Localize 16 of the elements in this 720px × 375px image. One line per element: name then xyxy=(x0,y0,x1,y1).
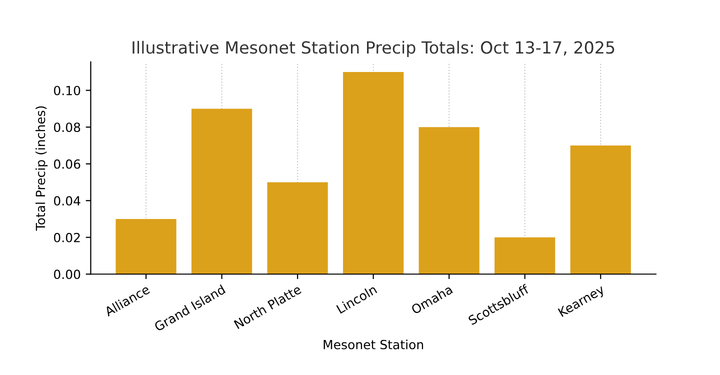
y-tick-label: 0.06 xyxy=(54,159,80,169)
bar xyxy=(418,127,480,274)
y-tick-label: 0.02 xyxy=(54,232,80,242)
bar xyxy=(191,108,252,274)
y-tick-label: 0.08 xyxy=(54,122,80,132)
chart-title: Illustrative Mesonet Station Precip Totals: Oct 13-17, 2025 xyxy=(132,40,614,58)
bar xyxy=(494,237,556,274)
bar xyxy=(343,72,404,274)
bar xyxy=(267,182,328,274)
y-axis-title: Total Precip (inches) xyxy=(36,106,48,231)
x-axis-title: Mesonet Station xyxy=(324,340,424,350)
bar xyxy=(570,145,631,274)
y-tick-label: 0.10 xyxy=(54,86,80,96)
y-tick-label: 0.00 xyxy=(54,270,80,280)
bar xyxy=(116,218,176,274)
y-tick-label: 0.04 xyxy=(54,196,80,206)
